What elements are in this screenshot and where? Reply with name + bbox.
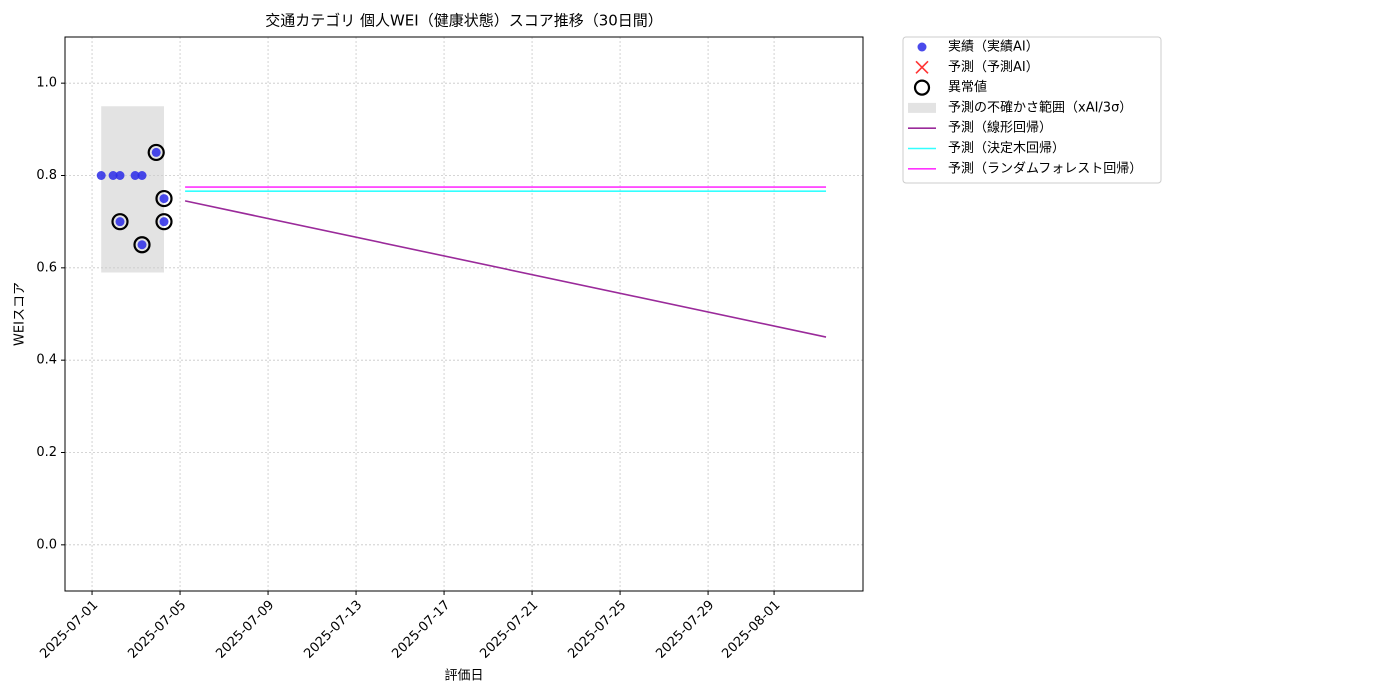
data-point [115,217,125,227]
legend-label: 予測（ランダムフォレスト回帰） [948,160,1142,176]
legend-label: 予測（決定木回帰） [948,140,1065,156]
x-axis-label: 評価日 [444,669,483,684]
legend-marker [908,102,936,113]
legend-label: 予測（線形回帰） [948,120,1052,136]
legend-label: 実績（実績AI） [948,39,1039,55]
legend-label: 予測（予測AI） [948,60,1039,75]
data-point [137,240,147,250]
legend-label: 異常値 [948,79,987,95]
data-point [159,217,169,227]
anomaly-marker [147,143,165,162]
uncertainty-band [101,106,165,273]
y-axis-label: WEIスコア [13,282,28,346]
data-point [151,147,161,157]
data-point [108,171,118,180]
prediction-line [184,200,827,338]
legend-label: 予測の不確かさ範囲（xAI/3σ） [948,99,1132,115]
anomaly-marker [111,213,129,231]
anomaly-marker [133,236,151,254]
plot-frame [64,36,864,592]
chart-title: 交通カテゴリ 個人WEI（健康状態）スコア推移（30日間） [265,12,663,30]
data-point [137,171,147,180]
legend-box [902,36,1162,184]
y-tick-label: 1.0 [36,76,57,91]
data-point [115,171,125,180]
data-point [96,171,106,180]
y-tick-label: 0.2 [36,445,57,460]
data-point [130,171,140,180]
legend-marker [917,42,927,52]
legend-marker [913,79,931,96]
y-tick-label: 0.4 [36,353,57,368]
anomaly-marker [155,189,173,208]
y-tick-label: 0.0 [36,537,57,552]
data-point [159,194,169,204]
anomaly-marker [155,213,173,231]
y-tick-label: 0.8 [36,168,57,183]
y-tick-label: 0.6 [36,260,57,275]
legend-marker [915,60,929,74]
